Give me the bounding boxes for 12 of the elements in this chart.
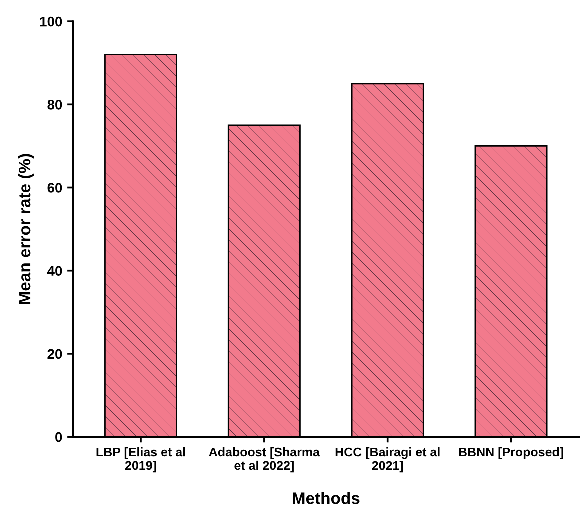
- y-tick-label: 40: [47, 266, 62, 276]
- x-tick-label: HCC [Bairagi et al 2021]: [336, 447, 440, 473]
- y-tick-label: 80: [48, 100, 62, 110]
- y-tick-label: 0: [56, 432, 62, 442]
- y-tick-label: 20: [48, 349, 62, 360]
- y-tick-label: 60: [48, 183, 62, 193]
- x-tick-label: BBNN [Proposed]: [459, 447, 564, 460]
- x-tick-label: Adaboost [Sharma et al 2022]: [209, 447, 320, 473]
- y-tick-label: 100: [40, 16, 62, 27]
- x-axis-title: Methods: [293, 492, 360, 504]
- y-axis-title: Mean error rate (%): [18, 154, 34, 304]
- x-tick-label: LBP [Elias et al 2019]: [96, 447, 186, 473]
